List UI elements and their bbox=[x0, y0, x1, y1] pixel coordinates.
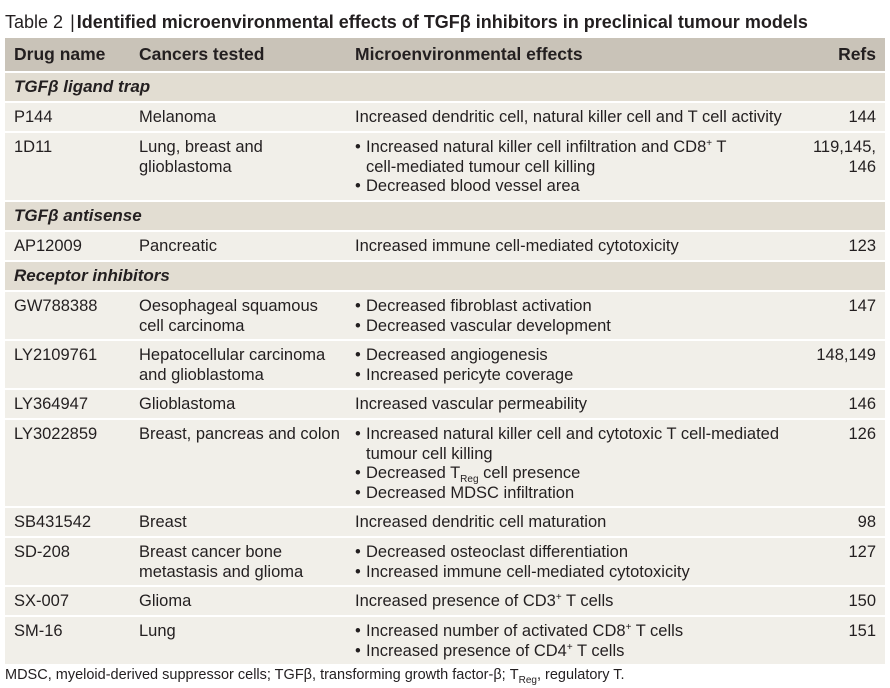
section-label: Receptor inhibitors bbox=[14, 266, 170, 285]
table-row: LY364947 Glioblastoma Increased vascular… bbox=[5, 390, 885, 418]
cancer-tested: Pancreatic bbox=[139, 237, 217, 255]
drug-name: LY3022859 bbox=[14, 425, 98, 443]
refs: 127 bbox=[848, 543, 876, 561]
effects: Decreased osteoclast differentiation Inc… bbox=[355, 543, 800, 582]
refs: 151 bbox=[848, 622, 876, 640]
effects: Increased immune cell-mediated cytotoxic… bbox=[355, 237, 679, 255]
drug-name: SM-16 bbox=[14, 622, 63, 640]
cancer-tested: Breast bbox=[139, 513, 187, 531]
table-row: LY3022859 Breast, pancreas and colon Inc… bbox=[5, 420, 885, 506]
drug-name: SD-208 bbox=[14, 543, 70, 561]
table-number: Table 2 bbox=[5, 12, 64, 32]
refs: 98 bbox=[857, 513, 876, 531]
drug-name: 1D11 bbox=[14, 138, 53, 156]
refs: 144 bbox=[848, 108, 876, 126]
cancer-tested: Lung bbox=[139, 622, 176, 640]
effects: Increased dendritic cell maturation bbox=[355, 513, 607, 531]
drug-name: SX-007 bbox=[14, 592, 70, 610]
cancer-tested: Melanoma bbox=[139, 108, 217, 126]
effects: Increased natural killer cell infiltrati… bbox=[355, 138, 800, 197]
cancer-tested: Glioma bbox=[139, 592, 192, 610]
table-row: SD-208 Breast cancer bone metastasis and… bbox=[5, 538, 885, 585]
col-effects: Microenvironmental effects bbox=[355, 44, 583, 64]
table-row: SM-16 Lung Increased number of activated… bbox=[5, 617, 885, 664]
drug-name: SB431542 bbox=[14, 513, 92, 531]
table-row: AP12009 Pancreatic Increased immune cell… bbox=[5, 232, 885, 260]
drug-name: AP12009 bbox=[14, 237, 82, 255]
col-drug-name: Drug name bbox=[14, 44, 106, 64]
effects: Increased dendritic cell, natural killer… bbox=[355, 108, 782, 126]
effects: Increased vascular permeability bbox=[355, 395, 588, 413]
refs: 148,149 bbox=[816, 346, 876, 364]
drug-name: LY364947 bbox=[14, 395, 89, 413]
cancer-tested: Oesophageal squamous cell carcinoma bbox=[139, 297, 318, 335]
refs: 147 bbox=[848, 297, 876, 315]
section-label: TGFβ ligand trap bbox=[14, 77, 151, 96]
section-label: TGFβ antisense bbox=[14, 206, 142, 225]
table-row: P144 Melanoma Increased dendritic cell, … bbox=[5, 103, 885, 131]
effects: Increased natural killer cell and cytoto… bbox=[355, 425, 800, 503]
table-row: LY2109761 Hepatocellular carcinoma and g… bbox=[5, 341, 885, 388]
table-header: Drug name Cancers tested Microenvironmen… bbox=[5, 38, 885, 71]
drug-name: GW788388 bbox=[14, 297, 98, 315]
effects: Decreased fibroblast activation Decrease… bbox=[355, 297, 800, 336]
effects: Decreased angiogenesis Increased pericyt… bbox=[355, 346, 800, 385]
refs: 119,145, 146 bbox=[812, 138, 876, 176]
col-refs: Refs bbox=[838, 44, 876, 64]
refs: 146 bbox=[848, 395, 876, 413]
effects: Increased number of activated CD8+ T cel… bbox=[355, 622, 800, 661]
table-row: 1D11 Lung, breast and glioblastoma Incre… bbox=[5, 133, 885, 200]
table-row: SX-007 Glioma Increased presence of CD3+… bbox=[5, 587, 885, 615]
drug-name: LY2109761 bbox=[14, 346, 98, 364]
effects: Increased presence of CD3+ T cells bbox=[355, 592, 614, 610]
table-title: Table 2 | Identified microenvironmental e… bbox=[5, 9, 808, 35]
table-footnote: MDSC, myeloid-derived suppressor cells; … bbox=[5, 667, 625, 686]
refs: 150 bbox=[848, 592, 876, 610]
refs: 126 bbox=[848, 425, 876, 443]
drug-name: P144 bbox=[14, 108, 53, 126]
section-ligand-trap: TGFβ ligand trap bbox=[5, 73, 885, 101]
cancer-tested: Glioblastoma bbox=[139, 395, 236, 413]
table-caption: Identified microenvironmental effects of… bbox=[76, 12, 808, 32]
section-antisense: TGFβ antisense bbox=[5, 202, 885, 230]
cancer-tested: Lung, breast and glioblastoma bbox=[139, 138, 263, 176]
table-row: SB431542 Breast Increased dendritic cell… bbox=[5, 508, 885, 536]
cancer-tested: Breast cancer bone metastasis and glioma bbox=[139, 543, 304, 581]
col-cancers-tested: Cancers tested bbox=[139, 44, 265, 64]
cancer-tested: Breast, pancreas and colon bbox=[139, 425, 340, 443]
table-row: GW788388 Oesophageal squamous cell carci… bbox=[5, 292, 885, 339]
cancer-tested: Hepatocellular carcinoma and glioblastom… bbox=[139, 346, 326, 384]
refs: 123 bbox=[848, 237, 876, 255]
title-separator: | bbox=[70, 12, 75, 32]
section-receptor-inhibitors: Receptor inhibitors bbox=[5, 262, 885, 290]
